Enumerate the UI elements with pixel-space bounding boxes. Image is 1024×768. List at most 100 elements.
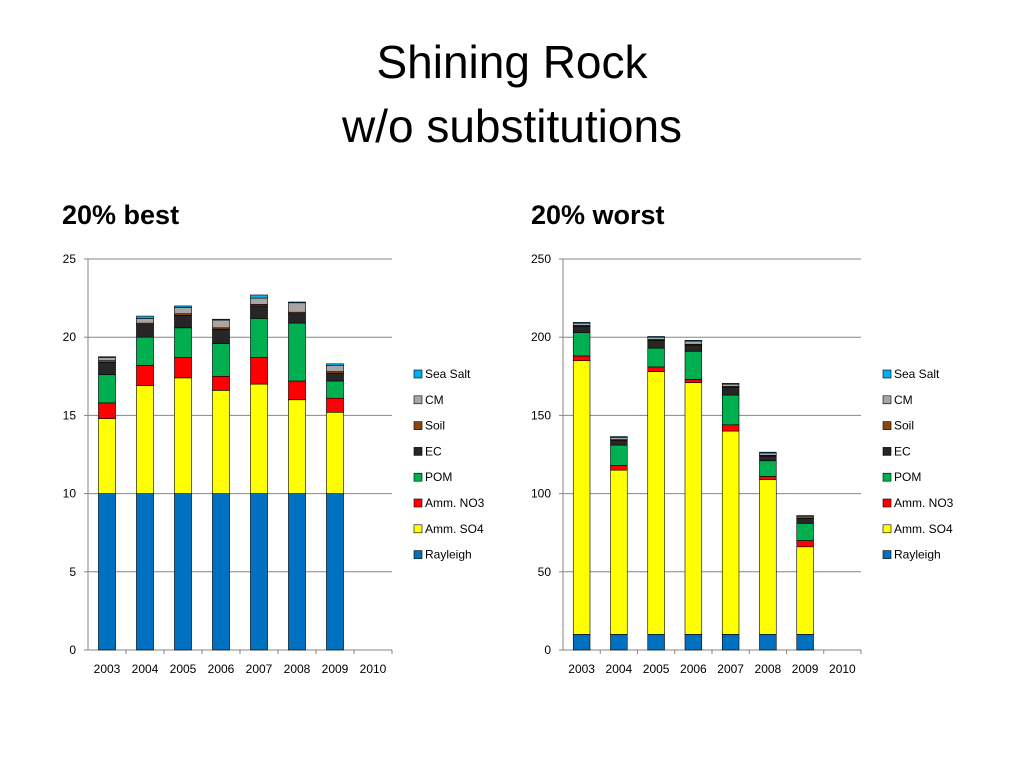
x-tick-label: 2009 <box>792 662 819 676</box>
x-tick-label: 2007 <box>717 662 744 676</box>
bar-segment-amm-so4 <box>684 382 703 635</box>
y-tick-label: 150 <box>531 408 551 422</box>
bar-segment-amm-no3 <box>759 476 777 480</box>
bar-segment-rayleigh <box>647 634 665 651</box>
bar-segment-amm-no3 <box>610 465 628 471</box>
best-days-chart: 0 5 10 15 20 25 2003 2004 2005 2006 2007 2008 2009 20… <box>63 252 485 676</box>
legend-label: Sea Salt <box>425 367 471 381</box>
legend-label: Amm. SO4 <box>894 522 953 536</box>
bar-segment-sea-salt <box>647 336 665 338</box>
legend-label: EC <box>425 444 442 458</box>
legend-label: Amm. NO3 <box>894 496 954 510</box>
bar-segment-rayleigh <box>610 634 628 651</box>
legend-label: POM <box>894 470 921 484</box>
bar-segment-rayleigh <box>759 634 777 651</box>
legend-label: Sea Salt <box>894 367 940 381</box>
title-line-2: w/o substitutions <box>341 100 683 152</box>
x-tick-label: 2005 <box>170 662 197 676</box>
best-days-heading: 20% best <box>62 200 180 230</box>
legend-swatch <box>882 421 892 430</box>
legend-swatch <box>413 421 423 430</box>
bar-segment-sea-salt <box>250 294 268 299</box>
legend-label: Amm. NO3 <box>425 496 485 510</box>
legend-label: Soil <box>425 419 445 433</box>
bar-segment-amm-so4 <box>721 430 740 635</box>
bar-segment-amm-so4 <box>572 360 591 635</box>
legend-swatch <box>413 447 423 456</box>
legend-swatch <box>413 550 423 559</box>
bar-segment-cm <box>610 436 628 440</box>
title-line-1: Shining Rock <box>376 36 648 88</box>
bar-segment-ec <box>721 386 740 396</box>
bar-segment-amm-no3 <box>721 424 740 432</box>
bar-segment-pom <box>610 444 628 466</box>
bar-segment-pom <box>759 460 777 477</box>
bar-segment-amm-so4 <box>759 479 777 635</box>
legend-swatch <box>413 395 423 405</box>
bar-segment-amm-no3 <box>796 540 814 548</box>
bar-segment-amm-no3 <box>572 355 591 361</box>
bar-segment-sea-salt <box>572 322 591 324</box>
x-tick-label: 2006 <box>208 662 235 676</box>
x-tick-label: 2007 <box>246 662 273 676</box>
legend-label: POM <box>425 470 452 484</box>
bar-segment-ec <box>647 340 665 349</box>
bar-segment-sea-salt <box>684 340 703 342</box>
legend-swatch <box>882 498 892 508</box>
x-tick-label: 2004 <box>606 662 633 676</box>
legend-label: Rayleigh <box>894 548 941 562</box>
bar-segment-sea-salt <box>174 305 192 308</box>
y-tick-label: 20 <box>63 330 77 344</box>
legend-swatch <box>413 369 423 379</box>
worst-days-heading: 20% worst <box>531 200 665 230</box>
bar-segment-cm <box>684 340 703 345</box>
bar-segment-cm <box>572 322 591 326</box>
legend-label: CM <box>425 393 444 407</box>
x-tick-label: 2003 <box>568 662 595 676</box>
bar-segment-sea-salt <box>759 451 777 454</box>
bar-segment-sea-salt <box>288 301 306 304</box>
legend-label: Soil <box>894 419 914 433</box>
x-tick-label: 2009 <box>322 662 349 676</box>
legend-label: Amm. SO4 <box>425 522 484 536</box>
worst-days-chart: 0 50 100 150 200 250 2003 2004 2005 2006 2007 2008 2… <box>531 252 954 676</box>
legend-swatch <box>882 395 892 405</box>
x-tick-label: 2010 <box>360 662 387 676</box>
x-tick-label: 2004 <box>132 662 159 676</box>
slide-title: Shining Rock w/o substitutions <box>0 30 1024 158</box>
bar-segment-rayleigh <box>572 634 591 651</box>
bar-segment-pom <box>572 332 591 357</box>
bar-segment-amm-so4 <box>647 371 665 635</box>
bar-segment-sea-salt <box>98 356 116 358</box>
y-tick-label: 15 <box>63 408 77 422</box>
legend-swatch <box>413 498 423 508</box>
y-tick-label: 250 <box>531 252 551 266</box>
y-tick-label: 0 <box>544 643 551 657</box>
bar-segment-ec <box>572 325 591 333</box>
bar-segment-cm <box>759 452 777 456</box>
y-tick-label: 5 <box>69 565 76 579</box>
bar-segment-pom <box>796 523 814 541</box>
legend-swatch <box>882 472 892 482</box>
legend-swatch <box>882 447 892 456</box>
bar-segment-pom <box>684 350 703 380</box>
y-tick-label: 100 <box>531 487 551 501</box>
bar-segment-pom <box>647 347 665 368</box>
bar-segment-cm <box>647 336 665 340</box>
bar-segment-rayleigh <box>721 634 740 651</box>
bar-segment-pom <box>721 394 740 426</box>
legend-swatch <box>882 550 892 559</box>
legend-swatch <box>882 369 892 379</box>
bar-segment-sea-salt <box>136 315 154 319</box>
legend-swatch <box>882 524 892 534</box>
bar-segment-amm-no3 <box>684 379 703 383</box>
bar-segment-sea-salt <box>212 318 230 321</box>
bar-segment-sea-salt <box>326 363 344 366</box>
legend-label: EC <box>894 444 911 458</box>
bar-segment-amm-so4 <box>796 546 814 635</box>
legend-label: Rayleigh <box>425 548 472 562</box>
legend-swatch <box>413 472 423 482</box>
bar-segment-sea-salt <box>796 515 814 517</box>
x-tick-label: 2008 <box>755 662 782 676</box>
bar-segment-ec <box>684 344 703 352</box>
